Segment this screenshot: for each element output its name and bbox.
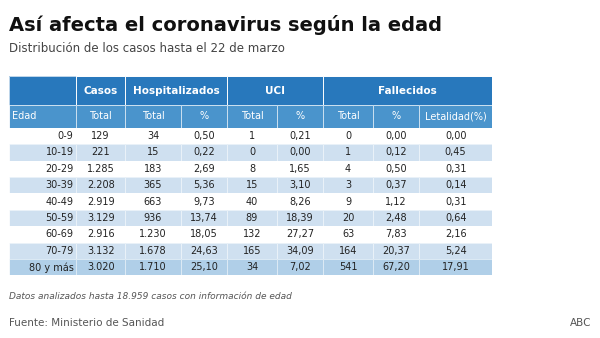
Text: 2.916: 2.916 — [87, 230, 115, 240]
Text: Distribución de los casos hasta el 22 de marzo: Distribución de los casos hasta el 22 de… — [9, 42, 285, 55]
Text: %: % — [295, 112, 305, 121]
Text: 0: 0 — [345, 131, 351, 141]
Text: 40-49: 40-49 — [46, 197, 74, 207]
Text: 0-9: 0-9 — [58, 131, 74, 141]
Text: 30-39: 30-39 — [46, 180, 74, 190]
Text: 40: 40 — [246, 197, 258, 207]
Text: ABC: ABC — [569, 318, 591, 328]
Text: 221: 221 — [91, 147, 110, 158]
Text: 2.919: 2.919 — [87, 197, 115, 207]
Text: 0,21: 0,21 — [289, 131, 311, 141]
Text: 18,39: 18,39 — [286, 213, 314, 223]
Text: 2,16: 2,16 — [445, 230, 466, 240]
Text: %: % — [391, 112, 401, 121]
Text: 0,22: 0,22 — [193, 147, 215, 158]
Text: 70-79: 70-79 — [45, 246, 74, 256]
Text: 2,69: 2,69 — [193, 164, 215, 174]
Text: 0,31: 0,31 — [445, 197, 466, 207]
Text: 164: 164 — [339, 246, 357, 256]
Text: 936: 936 — [144, 213, 162, 223]
Text: 9: 9 — [345, 197, 351, 207]
Text: 7,02: 7,02 — [289, 262, 311, 272]
Text: 15: 15 — [246, 180, 258, 190]
Text: 0,64: 0,64 — [445, 213, 466, 223]
Text: 0,00: 0,00 — [445, 131, 466, 141]
Text: Edad: Edad — [12, 112, 37, 121]
Text: Así afecta el coronavirus según la edad: Así afecta el coronavirus según la edad — [9, 15, 442, 35]
Text: 1.285: 1.285 — [87, 164, 115, 174]
Text: 0,00: 0,00 — [385, 131, 407, 141]
Text: 25,10: 25,10 — [190, 262, 218, 272]
Text: %: % — [199, 112, 209, 121]
Text: 0,14: 0,14 — [445, 180, 466, 190]
Text: 34,09: 34,09 — [286, 246, 314, 256]
Text: 50-59: 50-59 — [45, 213, 74, 223]
Text: Hospitalizados: Hospitalizados — [133, 86, 220, 96]
Text: Total: Total — [89, 112, 112, 121]
Text: 7,83: 7,83 — [385, 230, 407, 240]
Text: 8,26: 8,26 — [289, 197, 311, 207]
Text: 0,37: 0,37 — [385, 180, 407, 190]
Text: 8: 8 — [249, 164, 255, 174]
Text: Datos analizados hasta 18.959 casos con información de edad: Datos analizados hasta 18.959 casos con … — [9, 292, 292, 301]
Text: 2,48: 2,48 — [385, 213, 407, 223]
Text: 4: 4 — [345, 164, 351, 174]
Text: Total: Total — [241, 112, 263, 121]
Text: 1: 1 — [249, 131, 255, 141]
Text: 89: 89 — [246, 213, 258, 223]
Text: 365: 365 — [144, 180, 162, 190]
Text: 3.129: 3.129 — [87, 213, 115, 223]
Text: 165: 165 — [243, 246, 261, 256]
Text: 3.020: 3.020 — [87, 262, 115, 272]
Text: 20,37: 20,37 — [382, 246, 410, 256]
Text: 20-29: 20-29 — [45, 164, 74, 174]
Text: Fuente: Ministerio de Sanidad: Fuente: Ministerio de Sanidad — [9, 318, 164, 328]
Text: 1,65: 1,65 — [289, 164, 311, 174]
Text: 13,74: 13,74 — [190, 213, 218, 223]
Text: 132: 132 — [243, 230, 261, 240]
Text: 27,27: 27,27 — [286, 230, 314, 240]
Text: 0: 0 — [249, 147, 255, 158]
Text: 34: 34 — [246, 262, 258, 272]
Text: 1,12: 1,12 — [385, 197, 407, 207]
Text: Fallecidos: Fallecidos — [378, 86, 437, 96]
Text: 3.132: 3.132 — [87, 246, 115, 256]
Text: 80 y más: 80 y más — [29, 262, 74, 272]
Text: 0,31: 0,31 — [445, 164, 466, 174]
Text: 183: 183 — [144, 164, 162, 174]
Text: UCI: UCI — [265, 86, 285, 96]
Text: 24,63: 24,63 — [190, 246, 218, 256]
Text: 3,10: 3,10 — [289, 180, 311, 190]
Text: 663: 663 — [144, 197, 162, 207]
Text: 10-19: 10-19 — [46, 147, 74, 158]
Text: Total: Total — [337, 112, 359, 121]
Text: 0,12: 0,12 — [385, 147, 407, 158]
Text: 18,05: 18,05 — [190, 230, 218, 240]
Text: 5,24: 5,24 — [445, 246, 467, 256]
Text: 34: 34 — [147, 131, 159, 141]
Text: 60-69: 60-69 — [46, 230, 74, 240]
Text: 1: 1 — [345, 147, 351, 158]
Text: 1.710: 1.710 — [139, 262, 167, 272]
Text: 1.678: 1.678 — [139, 246, 167, 256]
Text: 63: 63 — [342, 230, 354, 240]
Text: 1.230: 1.230 — [139, 230, 167, 240]
Text: 0,50: 0,50 — [193, 131, 215, 141]
Text: 67,20: 67,20 — [382, 262, 410, 272]
Text: Letalidad(%): Letalidad(%) — [425, 112, 487, 121]
Text: 129: 129 — [91, 131, 110, 141]
Text: 5,36: 5,36 — [193, 180, 215, 190]
Text: 3: 3 — [345, 180, 351, 190]
Text: 17,91: 17,91 — [442, 262, 470, 272]
Text: 541: 541 — [339, 262, 357, 272]
Text: 15: 15 — [147, 147, 159, 158]
Text: 20: 20 — [342, 213, 354, 223]
Text: 0,00: 0,00 — [289, 147, 311, 158]
Text: 9,73: 9,73 — [193, 197, 215, 207]
Text: 0,50: 0,50 — [385, 164, 407, 174]
Text: Casos: Casos — [83, 86, 118, 96]
Text: 0,45: 0,45 — [445, 147, 466, 158]
Text: Total: Total — [142, 112, 164, 121]
Text: 2.208: 2.208 — [87, 180, 115, 190]
